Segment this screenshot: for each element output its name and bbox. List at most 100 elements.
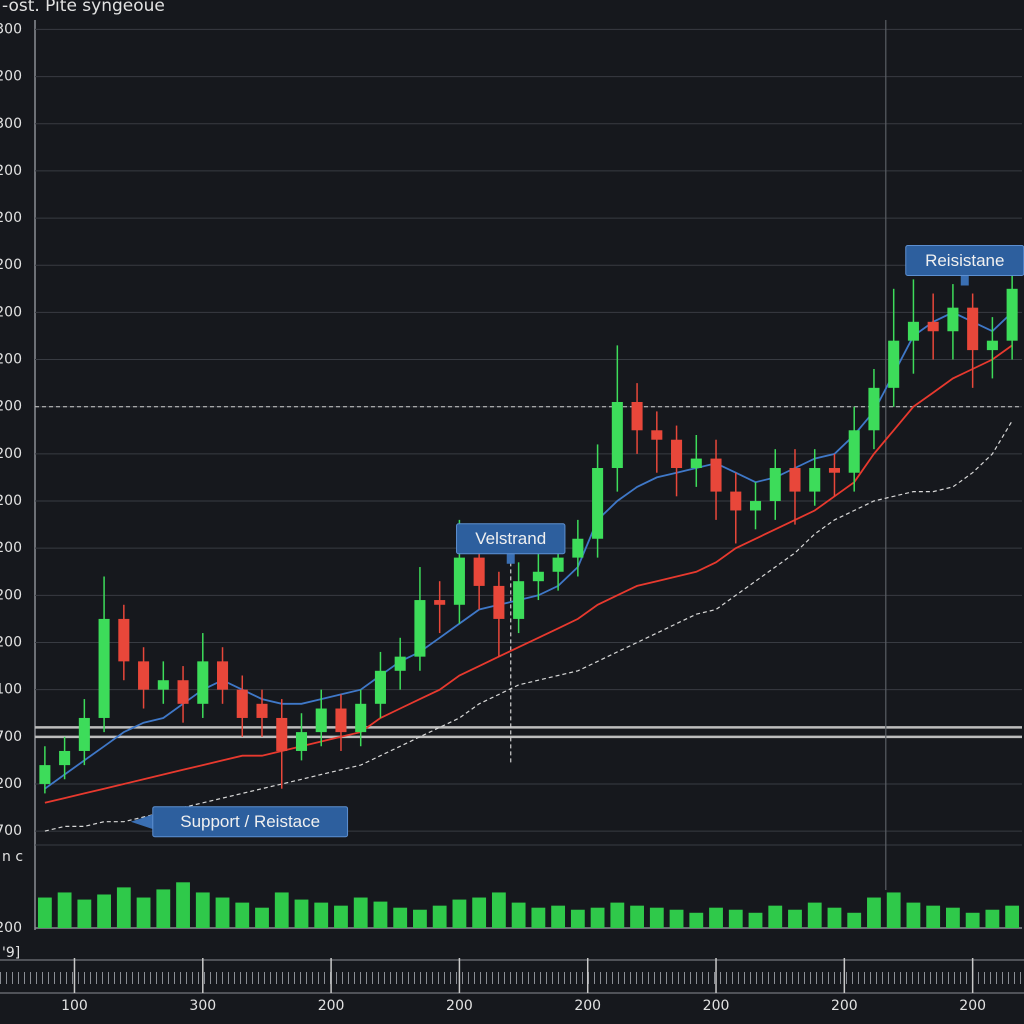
candle-body — [256, 703, 268, 718]
candle-body — [335, 708, 347, 733]
volume-bar — [215, 897, 230, 928]
x-tick-label: 200 — [831, 998, 858, 1014]
candle-body — [749, 501, 762, 511]
candle-body — [809, 468, 821, 492]
volume-bar — [788, 909, 802, 928]
candle-body — [355, 703, 367, 733]
annotation-box — [456, 523, 566, 555]
y-tick-label: 200 — [0, 399, 22, 415]
x-tick-label: 200 — [574, 998, 601, 1014]
candle-body — [532, 571, 544, 582]
candle-body — [78, 717, 90, 751]
annotation-pointer — [130, 813, 155, 830]
annotation: Velstrand — [456, 523, 566, 564]
y-tick-label: 300 — [0, 21, 22, 37]
chart-title: -ost. Pite syngeoue — [2, 0, 165, 16]
annotation-pointer — [960, 273, 969, 286]
volume-bar — [97, 894, 111, 928]
volume-bar — [353, 897, 368, 928]
volume-bar — [452, 899, 467, 928]
annotation: Support / Reistace — [130, 806, 349, 838]
x-tick-label: 200 — [318, 998, 345, 1014]
candle-body — [513, 581, 525, 619]
y-tick-label: 200 — [0, 257, 22, 273]
volume-bar — [255, 907, 269, 928]
candle-body — [651, 430, 663, 440]
volume-bar — [886, 892, 901, 928]
candle-body — [394, 656, 406, 671]
volume-bar — [748, 912, 763, 928]
candle-body — [907, 321, 919, 341]
candle-body — [611, 401, 623, 469]
volume-bar — [136, 897, 151, 928]
candle-body — [98, 618, 110, 718]
candle-body — [631, 401, 643, 431]
x-tick-label: 200 — [959, 998, 986, 1014]
candle-body — [177, 680, 189, 704]
volume-bar — [393, 907, 408, 928]
candle-body — [592, 468, 604, 539]
volume-bar — [847, 912, 862, 928]
annotation: Reisistane — [905, 245, 1024, 286]
candle-body — [789, 468, 801, 492]
volume-bar — [1005, 905, 1020, 928]
x-tick-label: 200 — [703, 998, 730, 1014]
y-tick-label: 200 — [0, 352, 22, 368]
volume-bar — [116, 887, 131, 928]
candle-body — [828, 468, 840, 473]
volume-tick-label: 200 — [0, 920, 22, 936]
y-tick-label: 200 — [0, 210, 22, 226]
volume-bar — [728, 909, 743, 928]
candle-body — [374, 670, 386, 704]
candle-body — [473, 557, 485, 586]
annotation-label: Reisistane — [925, 251, 1004, 270]
x-tick-label: 200 — [446, 998, 473, 1014]
volume-bar — [432, 905, 447, 928]
candle-body — [572, 538, 584, 558]
volume-bar — [37, 897, 52, 928]
volume-bar — [807, 902, 822, 928]
y-tick-label: 200 — [0, 635, 22, 651]
volume-bar — [274, 892, 289, 928]
moving-average — [44, 420, 1013, 832]
volume-bar — [570, 909, 585, 928]
volume-bar — [531, 907, 546, 928]
volume-bar — [827, 907, 842, 928]
volume-bar — [768, 905, 783, 928]
volume-bar — [630, 905, 644, 928]
volume-bar — [709, 907, 723, 928]
candle-body — [927, 321, 939, 332]
candle-body — [118, 618, 130, 662]
y-tick-label: 200 — [0, 493, 22, 509]
candle-body — [888, 340, 900, 388]
candle-body — [493, 585, 505, 619]
candle-body — [671, 439, 683, 469]
volume-bar — [610, 902, 625, 928]
volume-bar — [472, 897, 487, 928]
candle-body — [967, 307, 979, 351]
volume-bar — [867, 897, 881, 928]
candle-body — [59, 750, 71, 766]
volume-bar — [946, 907, 960, 928]
volume-bar — [373, 901, 388, 928]
y-tick-label: 200 — [0, 163, 22, 179]
volume-bar — [511, 902, 526, 928]
candle-body — [276, 717, 288, 751]
volume-bar — [156, 889, 171, 928]
volume-bar — [689, 912, 704, 928]
y-tick-label: 700 — [0, 729, 22, 745]
volume-bar — [590, 907, 605, 928]
volume-bar — [985, 909, 1000, 928]
candle-body — [552, 557, 564, 572]
volume-bar — [235, 902, 250, 928]
candle-body — [138, 661, 150, 690]
y-tick-label: 200 — [0, 446, 22, 462]
volume-bar — [77, 899, 92, 928]
candle-body — [868, 387, 880, 431]
candle-body — [414, 600, 426, 657]
volume-bar — [906, 902, 921, 928]
volume-bar — [413, 909, 427, 928]
